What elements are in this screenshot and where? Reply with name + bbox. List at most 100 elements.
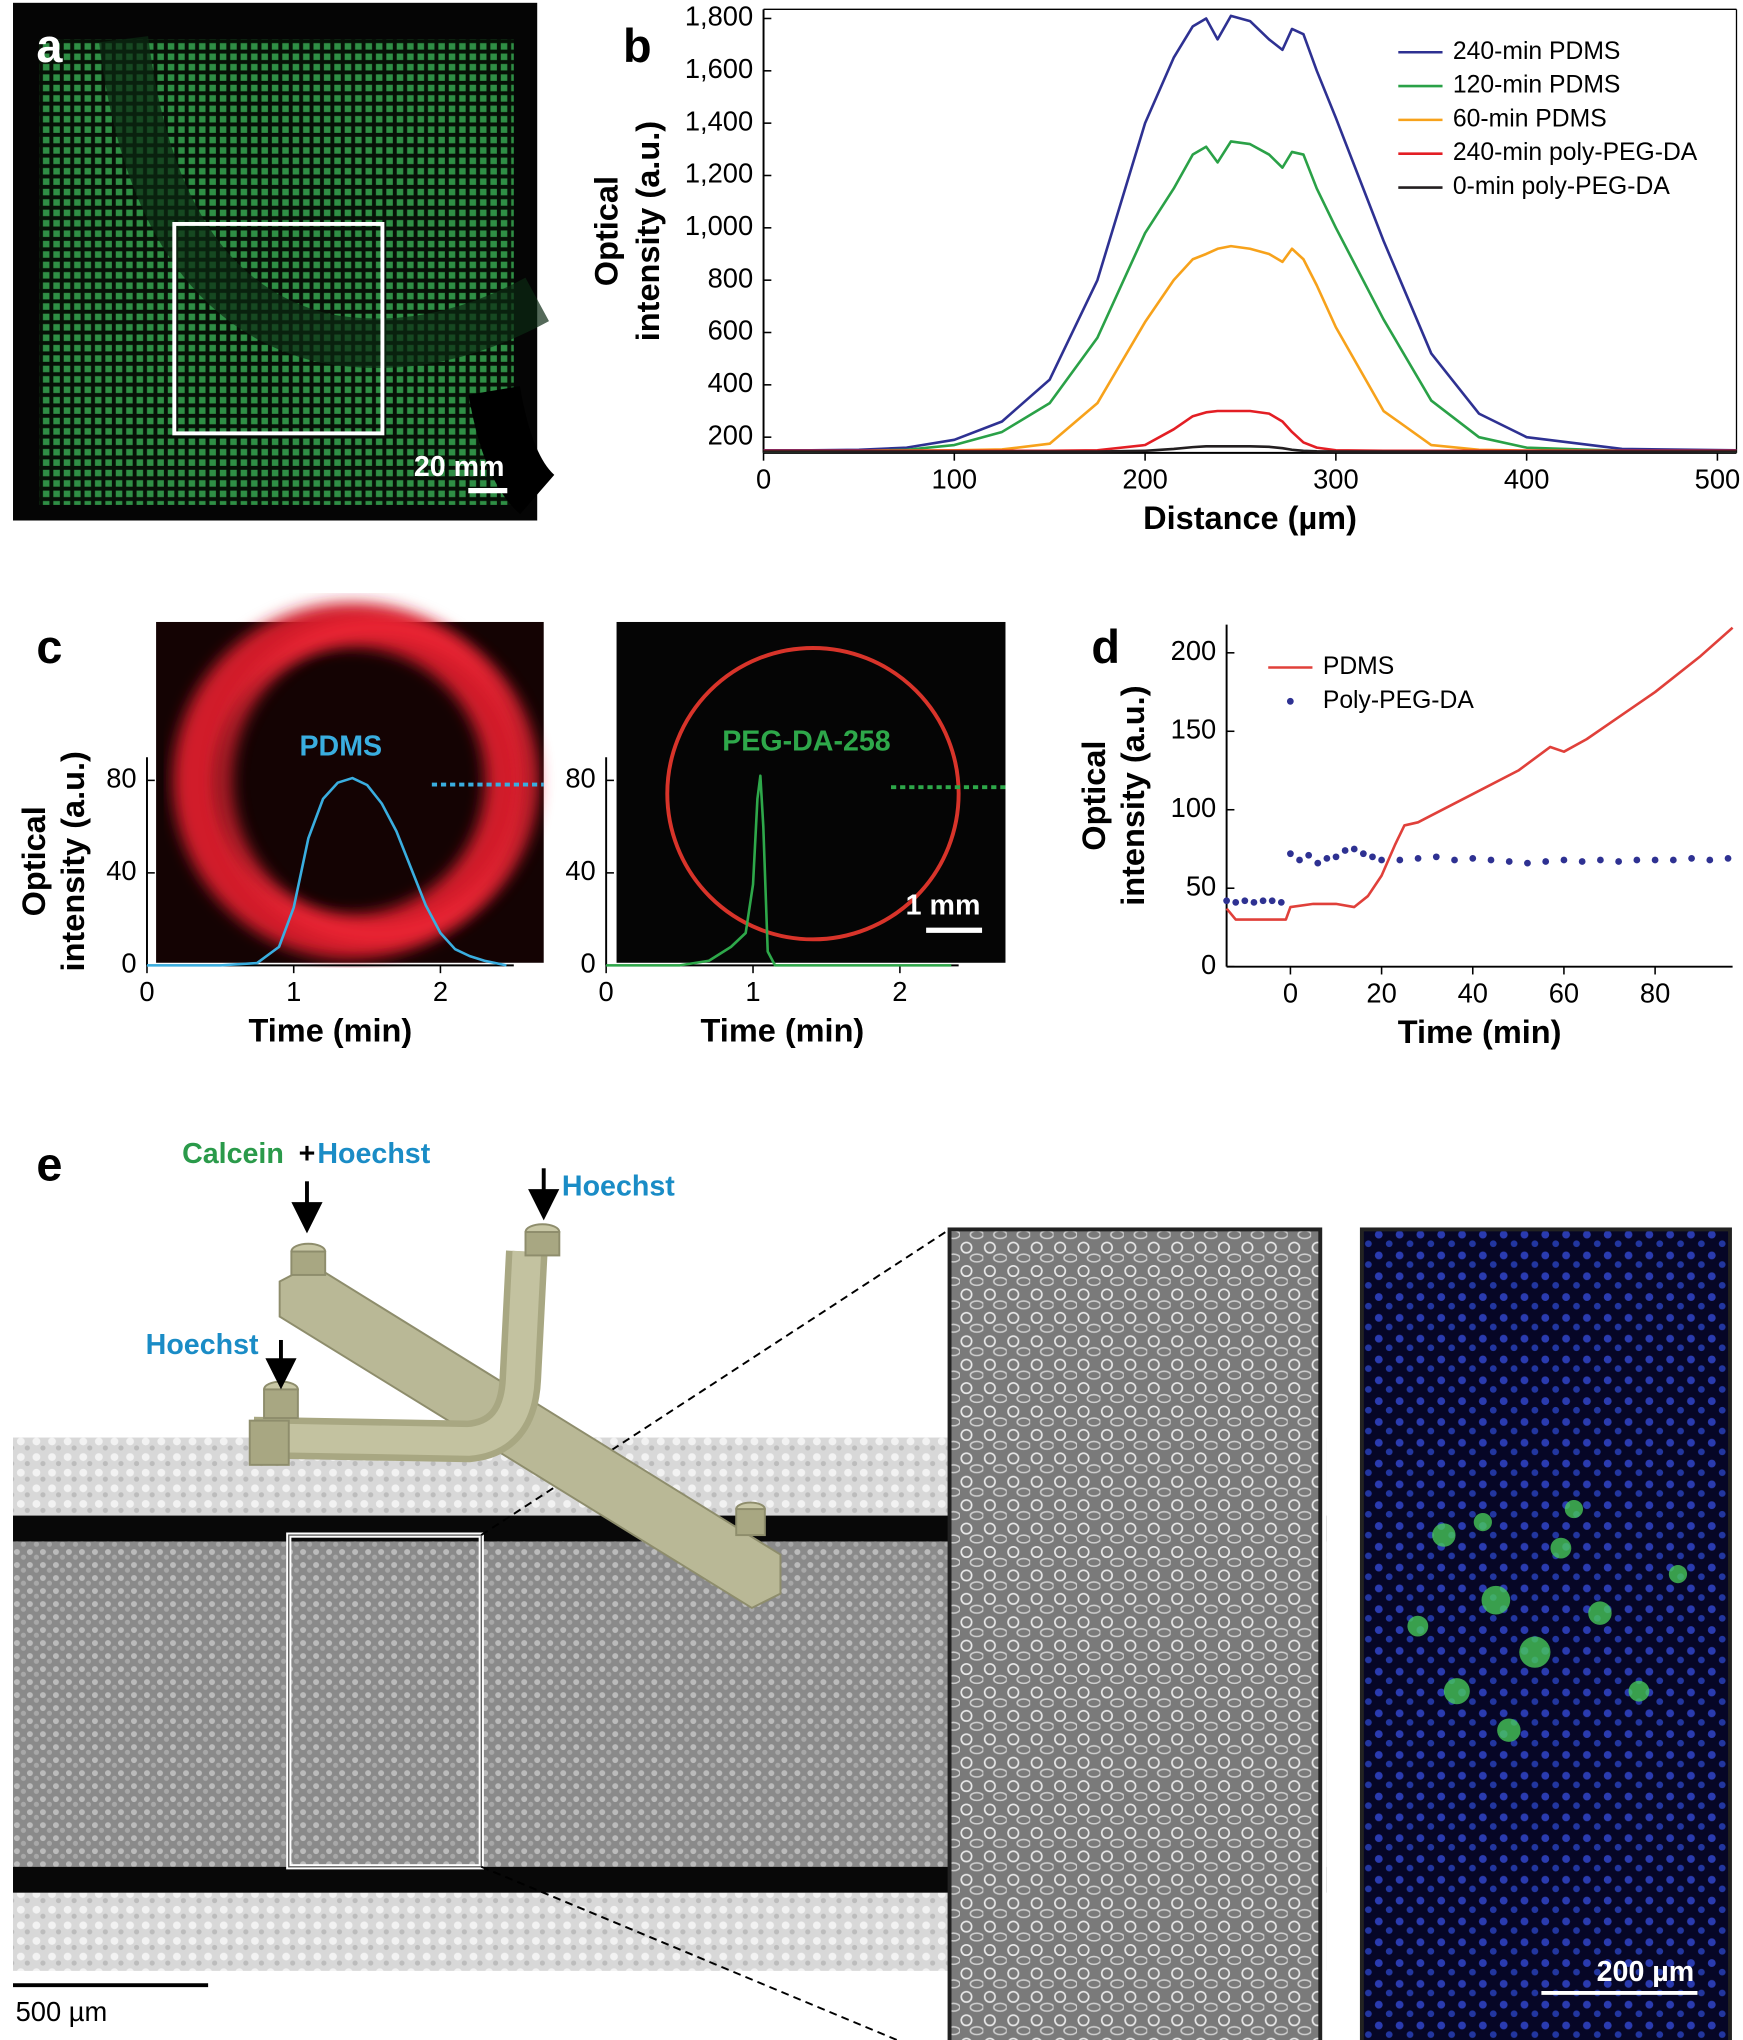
data-point [1669, 856, 1677, 864]
data-point [1378, 856, 1385, 864]
legend-label: 0-min poly-PEG-DA [1453, 173, 1670, 200]
y-axis-label: Optical [1076, 741, 1112, 851]
stain-label: Hoechst [562, 1170, 675, 1202]
curve-annotation: PDMS [299, 731, 382, 763]
x-tick-label: 0 [1283, 978, 1298, 1009]
data-point [1469, 855, 1477, 862]
data-line [1225, 626, 1734, 921]
data-point [1524, 859, 1531, 867]
x-tick-label: 200 [1122, 464, 1168, 495]
data-line [763, 14, 1737, 452]
panel-label: a [36, 20, 63, 72]
data-point [1432, 853, 1440, 861]
data-point [1332, 853, 1340, 861]
data-point [1259, 897, 1267, 905]
data-point [1633, 856, 1641, 864]
legend-label: Poly-PEG-DA [1323, 687, 1475, 714]
y-tick-label: 40 [106, 855, 136, 886]
data-point [1341, 847, 1349, 854]
stain-label: Hoechst [317, 1138, 430, 1170]
data-point [1414, 855, 1422, 862]
x-tick-label: 100 [932, 464, 978, 495]
panel-label: b [623, 20, 652, 72]
data-point [1542, 858, 1550, 865]
data-point [1268, 897, 1276, 905]
x-axis-label: Time (min) [249, 1013, 413, 1049]
data-point [1241, 897, 1249, 905]
data-line [763, 445, 1737, 453]
y-tick-label: 80 [106, 763, 136, 794]
data-point [1223, 897, 1230, 905]
data-point [1505, 858, 1513, 865]
curve-annotation: PEG-DA-258 [722, 726, 891, 758]
inlet-arrows [265, 1168, 560, 1390]
x-tick-label: 1 [286, 976, 301, 1007]
data-point [1232, 898, 1240, 906]
data-point [1651, 856, 1659, 864]
data-point [1359, 850, 1367, 858]
data-point [1487, 856, 1495, 864]
y-tick-label: 800 [708, 262, 754, 293]
legend-label: 60-min PDMS [1453, 105, 1607, 132]
data-point [1296, 856, 1303, 864]
y-tick-label: 1,600 [685, 53, 753, 84]
legend-marker [1286, 697, 1294, 705]
scale-bar-label: 200 µm [1597, 1956, 1695, 1988]
x-tick-label: 80 [1640, 978, 1670, 1009]
legend-label: PDMS [1323, 653, 1394, 680]
y-tick-label: 40 [565, 855, 595, 886]
y-tick-label: 100 [1171, 792, 1217, 823]
x-tick-label: 0 [756, 464, 771, 495]
device-render [248, 1223, 782, 1610]
x-axis-label: Time (min) [1398, 1014, 1562, 1050]
y-tick-label: 0 [1201, 949, 1216, 980]
data-point [1578, 858, 1586, 865]
x-tick-label: 60 [1549, 978, 1579, 1009]
y-axis-label: Optical [588, 176, 624, 286]
data-line [763, 244, 1737, 453]
x-tick-label: 300 [1313, 464, 1359, 495]
x-axis-label: Time (min) [701, 1013, 865, 1049]
panel-label: e [36, 1139, 62, 1191]
y-tick-label: 600 [708, 315, 754, 346]
y-tick-label: 0 [581, 948, 596, 979]
data-line [146, 776, 507, 967]
data-point [1287, 850, 1294, 858]
x-tick-label: 2 [433, 976, 448, 1007]
data-point [1688, 855, 1695, 862]
y-axis-label: Optical [16, 806, 52, 916]
legend-label: 120-min PDMS [1453, 72, 1620, 99]
y-tick-label: 80 [565, 763, 595, 794]
y-axis-label: intensity (a.u.) [55, 751, 91, 971]
y-tick-label: 50 [1186, 870, 1216, 901]
data-point [1369, 853, 1376, 861]
data-line [606, 774, 952, 967]
y-tick-label: 400 [708, 367, 754, 398]
panel-e-image [13, 1227, 1743, 2040]
stain-label: Hoechst [146, 1329, 259, 1361]
y-tick-label: 1,200 [685, 158, 753, 189]
y-axis-label: intensity (a.u.) [1115, 685, 1151, 905]
panel-c-images [156, 602, 1006, 963]
scale-bar-label: 1 mm [906, 889, 981, 921]
data-point [1314, 859, 1322, 867]
panel-label: c [36, 621, 62, 673]
data-point [1560, 856, 1568, 864]
y-tick-label: 0 [121, 948, 136, 979]
data-line [763, 140, 1737, 453]
y-tick-label: 200 [708, 419, 754, 450]
data-point [1597, 856, 1604, 864]
x-tick-label: 40 [1458, 978, 1488, 1009]
y-tick-label: 200 [1171, 635, 1217, 666]
data-point [1706, 856, 1714, 864]
data-point [1615, 858, 1623, 865]
data-point [1451, 856, 1458, 864]
data-point [1277, 898, 1285, 906]
y-tick-label: 1,400 [685, 105, 753, 136]
x-tick-label: 20 [1366, 978, 1396, 1009]
stain-plus: + [299, 1138, 316, 1170]
y-tick-label: 1,000 [685, 210, 753, 241]
legend-label: 240-min poly-PEG-DA [1453, 139, 1698, 166]
